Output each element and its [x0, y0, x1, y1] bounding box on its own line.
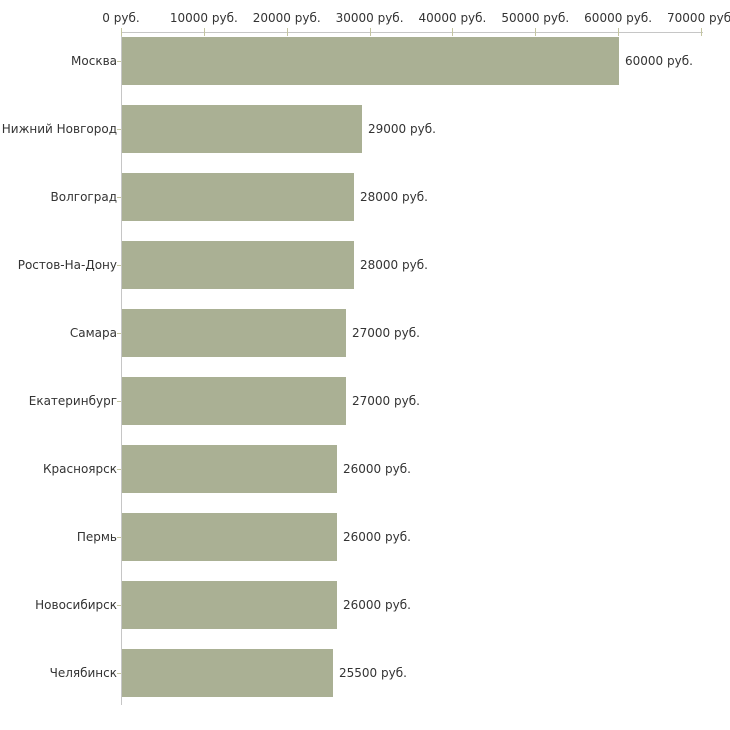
- category-label: Волгоград: [50, 190, 117, 204]
- category-label: Челябинск: [49, 666, 117, 680]
- bar-0: [122, 37, 619, 85]
- y-axis-line: [121, 32, 122, 705]
- value-label: 26000 руб.: [343, 598, 411, 612]
- x-axis-tick: [701, 28, 702, 36]
- value-label: 28000 руб.: [360, 190, 428, 204]
- value-label: 27000 руб.: [352, 326, 420, 340]
- x-axis-tick: [121, 28, 122, 36]
- bar-8: [122, 581, 337, 629]
- x-axis-tick: [203, 28, 205, 36]
- value-label: 60000 руб.: [625, 54, 693, 68]
- y-axis-tick: [117, 401, 121, 402]
- y-axis-tick: [117, 333, 121, 334]
- x-axis-line: [121, 32, 703, 33]
- category-label: Новосибирск: [35, 598, 117, 612]
- x-axis-tick: [452, 28, 454, 36]
- category-label: Москва: [71, 54, 117, 68]
- bar-3: [122, 241, 354, 289]
- value-label: 26000 руб.: [343, 530, 411, 544]
- x-axis-tick: [286, 28, 288, 36]
- x-axis-tick: [618, 28, 620, 36]
- x-axis-tick-label: 10000 руб.: [169, 11, 238, 25]
- bar-2: [122, 173, 354, 221]
- x-axis-tick: [369, 28, 371, 36]
- bar-7: [122, 513, 337, 561]
- value-label: 27000 руб.: [352, 394, 420, 408]
- bar-1: [122, 105, 362, 153]
- x-axis-tick-label: 30000 руб.: [335, 11, 404, 25]
- category-label: Пермь: [76, 530, 117, 544]
- y-axis-tick: [117, 61, 121, 62]
- x-axis-tick-label: 70000 руб.: [667, 11, 730, 25]
- x-axis-tick-label: 0 руб.: [102, 11, 140, 25]
- value-label: 29000 руб.: [368, 122, 436, 136]
- y-axis-tick: [117, 537, 121, 538]
- x-axis-tick-label: 40000 руб.: [418, 11, 487, 25]
- y-axis-tick: [117, 605, 121, 606]
- category-label: Ростов-На-Дону: [17, 258, 117, 272]
- x-axis-tick-label: 60000 руб.: [584, 11, 653, 25]
- y-axis-tick: [117, 129, 121, 130]
- category-label: Нижний Новгород: [1, 122, 117, 136]
- bar-9: [122, 649, 333, 697]
- category-label: Самара: [69, 326, 117, 340]
- y-axis-tick: [117, 197, 121, 198]
- value-label: 28000 руб.: [360, 258, 428, 272]
- x-axis-tick-label: 50000 руб.: [501, 11, 570, 25]
- bar-5: [122, 377, 346, 425]
- bar-6: [122, 445, 337, 493]
- y-axis-tick: [117, 265, 121, 266]
- x-axis-tick-label: 20000 руб.: [252, 11, 321, 25]
- category-label: Екатеринбург: [28, 394, 117, 408]
- value-label: 25500 руб.: [339, 666, 407, 680]
- x-axis-tick: [535, 28, 537, 36]
- value-label: 26000 руб.: [343, 462, 411, 476]
- y-axis-tick: [117, 673, 121, 674]
- category-label: Красноярск: [43, 462, 117, 476]
- y-axis-tick: [117, 469, 121, 470]
- bar-4: [122, 309, 346, 357]
